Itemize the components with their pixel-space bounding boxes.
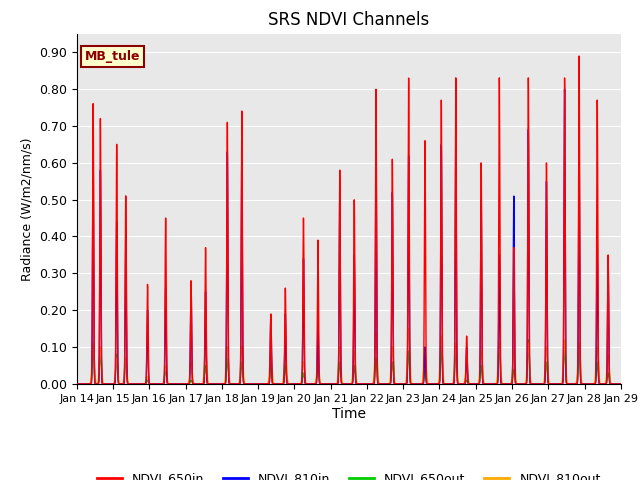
Legend: NDVI_650in, NDVI_810in, NDVI_650out, NDVI_810out: NDVI_650in, NDVI_810in, NDVI_650out, NDV… bbox=[92, 468, 605, 480]
Title: SRS NDVI Channels: SRS NDVI Channels bbox=[268, 11, 429, 29]
Y-axis label: Radiance (W/m2/nm/s): Radiance (W/m2/nm/s) bbox=[20, 137, 33, 280]
Text: MB_tule: MB_tule bbox=[85, 50, 140, 63]
X-axis label: Time: Time bbox=[332, 407, 366, 420]
